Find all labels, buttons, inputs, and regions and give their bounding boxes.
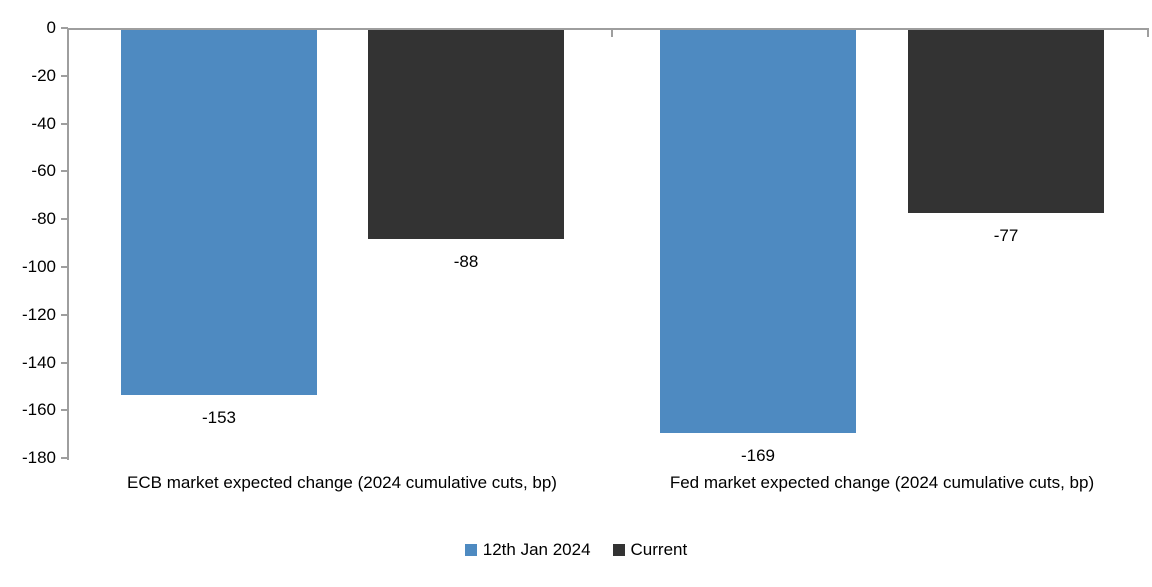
legend-swatch-blue-icon — [464, 544, 477, 556]
category-boundary-tick — [611, 28, 613, 37]
y-tick-mark — [61, 457, 68, 460]
bar-series1-cat1 — [908, 29, 1104, 213]
y-tick-mark — [61, 409, 68, 412]
y-tick-label: -140 — [21, 352, 56, 372]
bar-value-label: -153 — [201, 408, 237, 427]
category-label-fed: Fed market expected change (2024 cumulat… — [669, 473, 1095, 492]
bar-series1-cat0 — [368, 29, 564, 239]
y-tick-mark — [61, 27, 68, 29]
y-tick-mark — [61, 74, 68, 77]
bar-value-label: -169 — [740, 446, 776, 465]
bar-value-label: -77 — [993, 226, 1019, 245]
y-tick-label: -180 — [21, 448, 56, 468]
legend-label: Current — [630, 540, 688, 559]
bar-series0-cat0 — [121, 29, 317, 395]
y-tick-mark — [61, 218, 68, 221]
legend-item-current: Current — [612, 540, 688, 560]
y-tick-label: -120 — [21, 304, 56, 324]
category-boundary-tick — [1147, 28, 1149, 37]
y-tick-label: -160 — [21, 400, 56, 420]
bar-series0-cat1 — [660, 29, 856, 433]
y-tick-label: 0 — [46, 18, 56, 37]
y-tick-mark — [61, 122, 68, 125]
legend-label: 12th Jan 2024 — [482, 540, 591, 559]
bar-value-label: -88 — [453, 252, 479, 271]
y-tick-mark — [61, 361, 68, 364]
zero-axis-line — [67, 28, 1149, 30]
y-tick-mark — [61, 313, 68, 316]
y-tick-label: -100 — [21, 257, 56, 276]
legend-swatch-dark-icon — [612, 544, 625, 556]
legend-item-12th-jan-2024: 12th Jan 2024 — [464, 540, 591, 560]
y-tick-mark — [61, 170, 68, 173]
legend: 12th Jan 2024 Current — [0, 540, 1152, 560]
y-tick-mark — [61, 266, 68, 268]
y-tick-label: -20 — [31, 65, 56, 85]
y-tick-label: -60 — [31, 161, 56, 181]
y-axis-line — [67, 28, 69, 460]
y-tick-label: -80 — [31, 209, 56, 229]
y-tick-label: -40 — [31, 113, 56, 133]
category-label-ecb: ECB market expected change (2024 cumulat… — [127, 473, 557, 492]
